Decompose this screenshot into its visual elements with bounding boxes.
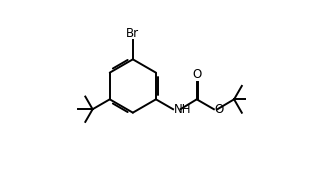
Text: O: O (192, 68, 201, 82)
Text: Br: Br (126, 27, 139, 40)
Text: NH: NH (174, 103, 191, 116)
Text: O: O (215, 103, 224, 116)
